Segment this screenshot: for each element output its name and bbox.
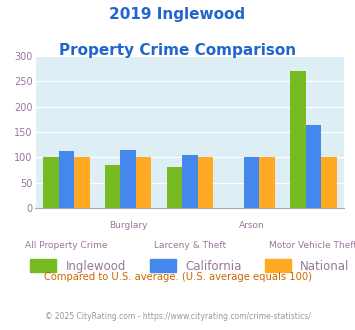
Bar	[290, 71, 306, 208]
Text: © 2025 CityRating.com - https://www.cityrating.com/crime-statistics/: © 2025 CityRating.com - https://www.city…	[45, 312, 310, 321]
Text: Motor Vehicle Theft: Motor Vehicle Theft	[269, 241, 355, 250]
Bar	[260, 157, 275, 208]
Bar	[120, 150, 136, 208]
Bar	[198, 157, 213, 208]
Bar	[244, 157, 260, 208]
Bar	[182, 155, 198, 208]
Bar	[43, 157, 59, 208]
Legend: Inglewood, California, National: Inglewood, California, National	[30, 259, 350, 273]
Text: 2019 Inglewood: 2019 Inglewood	[109, 7, 246, 21]
Bar	[59, 151, 74, 208]
Bar	[306, 125, 321, 208]
Bar	[136, 157, 151, 208]
Bar	[321, 157, 337, 208]
Bar	[167, 167, 182, 208]
Text: Arson: Arson	[239, 221, 264, 230]
Text: Compared to U.S. average. (U.S. average equals 100): Compared to U.S. average. (U.S. average …	[44, 272, 311, 282]
Text: All Property Crime: All Property Crime	[25, 241, 108, 250]
Text: Property Crime Comparison: Property Crime Comparison	[59, 43, 296, 58]
Text: Larceny & Theft: Larceny & Theft	[154, 241, 226, 250]
Text: Burglary: Burglary	[109, 221, 147, 230]
Bar	[105, 165, 120, 208]
Bar	[74, 157, 89, 208]
